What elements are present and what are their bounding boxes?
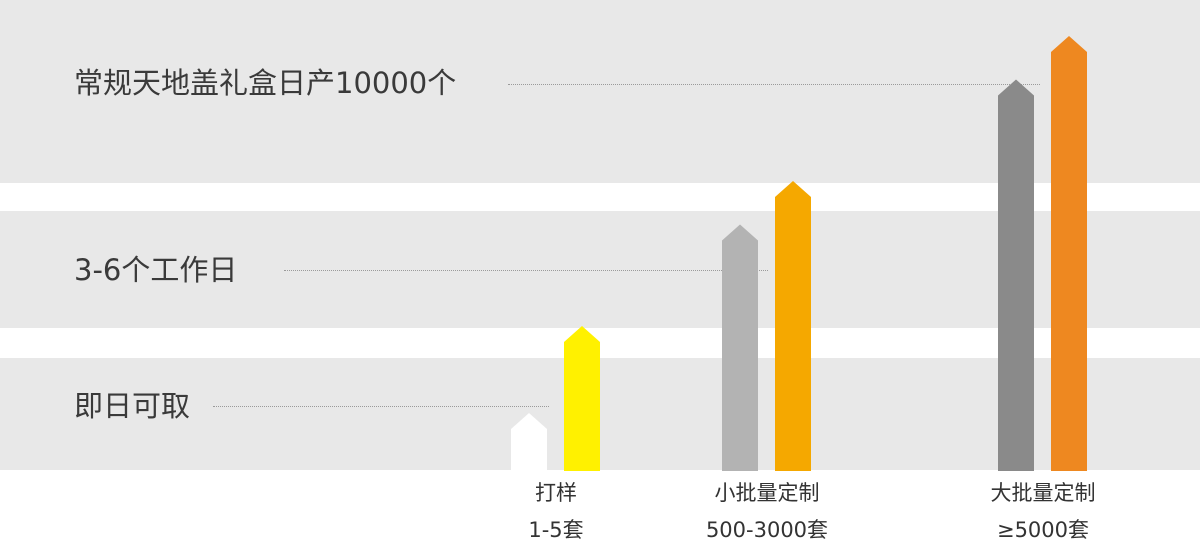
x-label-sample-qty: 1-5套 — [528, 518, 584, 542]
bar-0-0 — [511, 413, 547, 471]
tier-label-same-day: 即日可取 — [74, 389, 191, 423]
bar-0-1 — [564, 326, 600, 471]
tier-label-working-days: 3-6个工作日 — [74, 253, 238, 287]
x-label-large-batch: 大批量定制 — [990, 481, 1096, 505]
bar-1-1 — [775, 181, 811, 471]
x-label-small-batch-qty: 500-3000套 — [705, 518, 829, 542]
tier-guide-middle — [284, 270, 768, 271]
bar-2-1 — [1051, 36, 1087, 471]
x-label-large-batch-qty: ≥5000套 — [996, 518, 1090, 542]
x-label-sample: 打样 — [535, 481, 577, 505]
tier-guide-top — [508, 84, 1040, 85]
bar-2-0 — [998, 79, 1034, 471]
x-label-small-batch: 小批量定制 — [714, 481, 820, 505]
tier-guide-bottom — [213, 406, 549, 407]
tier-label-daily-output: 常规天地盖礼盒日产10000个 — [74, 66, 457, 100]
bar-1-0 — [722, 224, 758, 471]
